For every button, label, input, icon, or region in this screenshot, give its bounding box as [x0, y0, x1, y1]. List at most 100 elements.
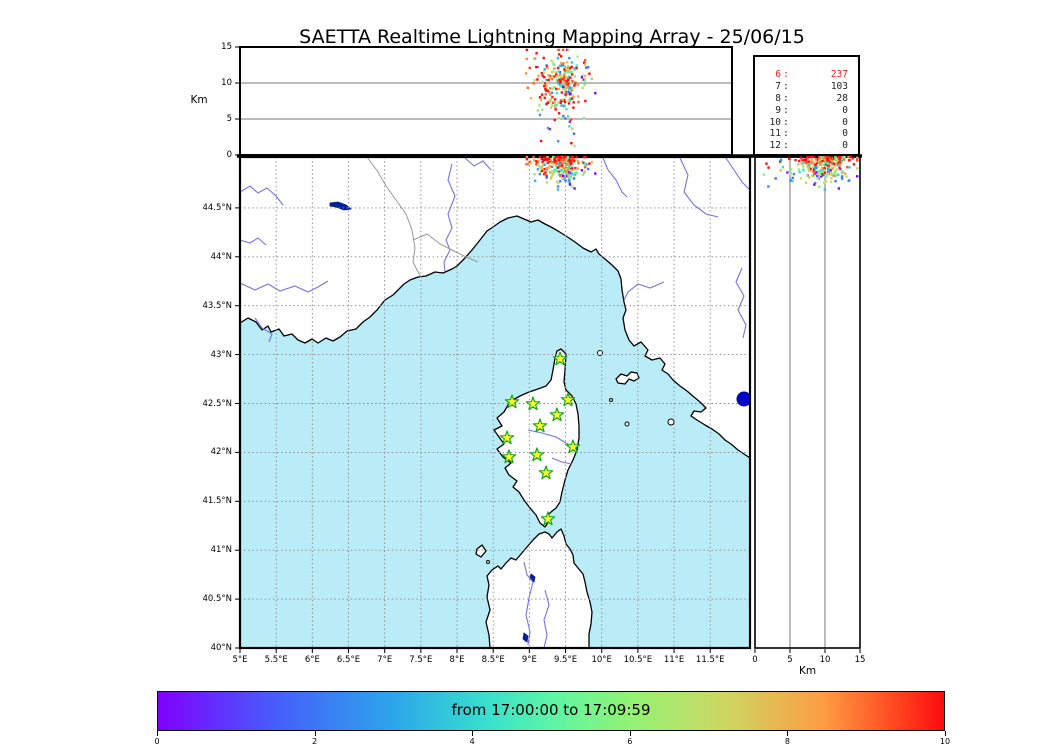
- river: [623, 281, 665, 301]
- source-count: 0: [842, 116, 848, 128]
- mainland-coastline: [240, 156, 750, 459]
- station-count-row: 9: 0: [755, 105, 858, 117]
- station-star-icon: [525, 396, 541, 411]
- page-title: SAETTA Realtime Lightning Mapping Array …: [299, 26, 805, 48]
- colorbar-tick: [629, 731, 631, 736]
- station-markers: [499, 351, 581, 526]
- station-number: 7: [775, 80, 781, 92]
- lake: [329, 201, 352, 211]
- alt-lon-ytick-label: 5: [226, 114, 232, 124]
- lat-tick-label: 44.5°N: [202, 202, 232, 213]
- time-colorbar: from 17:00:00 to 17:09:59: [157, 691, 945, 731]
- colorbar-tick: [945, 731, 946, 736]
- alt-lat-xtick-label: 5: [787, 655, 793, 665]
- map-geography: [240, 156, 750, 648]
- lat-tick-label: 40.5°N: [202, 594, 232, 605]
- river: [254, 317, 273, 343]
- small-island: [609, 398, 613, 402]
- small-island: [486, 560, 490, 564]
- river: [679, 157, 719, 218]
- colon-separator: :: [783, 104, 789, 116]
- station-star-icon: [499, 430, 515, 445]
- station-star-icon: [560, 392, 576, 407]
- source-count: 237: [830, 69, 848, 80]
- lon-tick-label: 7.5°E: [409, 655, 433, 665]
- colorbar-label: from 17:00:00 to 17:09:59: [451, 701, 651, 719]
- station-number: 6: [775, 69, 781, 80]
- source-count: 0: [842, 104, 848, 116]
- small-island: [667, 418, 675, 426]
- river: [735, 267, 747, 339]
- lon-tick-label: 10.5°E: [623, 655, 653, 665]
- river: [602, 157, 628, 198]
- colorbar-tick: [157, 731, 158, 736]
- alt-lat-xlabel: Km: [798, 665, 817, 677]
- colorbar-tick-label: 6: [627, 737, 633, 746]
- colorbar-tick: [787, 731, 789, 736]
- station-star-icon: [540, 511, 556, 526]
- sardinia-island: [485, 528, 593, 648]
- alt-lon-ylabel: Km: [190, 94, 208, 106]
- colorbar-tick-label: 8: [784, 737, 790, 746]
- station-star-icon: [529, 447, 545, 462]
- alt-lat-xtick-label: 15: [854, 655, 866, 665]
- lake: [522, 632, 529, 643]
- colorbar-tick: [472, 731, 474, 736]
- colorbar-tick-label: 4: [469, 737, 475, 746]
- river: [543, 589, 550, 648]
- lon-tick-label: 9.5°E: [553, 655, 578, 665]
- station-star-icon: [532, 418, 548, 433]
- small-island: [624, 421, 630, 427]
- station-number: 10: [769, 116, 781, 128]
- station-number: 8: [775, 92, 781, 104]
- alt-lat-xtick-label: 0: [752, 655, 758, 665]
- alt-lon-ytick-label: 15: [221, 42, 232, 52]
- source-count: 103: [830, 80, 848, 92]
- river: [464, 157, 492, 171]
- asinara-island: [475, 544, 487, 558]
- map-panel-frame: [238, 155, 752, 650]
- river: [443, 163, 456, 272]
- alt-lon-ytick-label: 10: [221, 78, 232, 88]
- alt-lon-ytick-label: 0: [226, 150, 232, 160]
- lon-tick-label: 6.5°E: [336, 655, 361, 665]
- colorbar-tick-label: 2: [312, 737, 318, 746]
- lon-tick-label: 7°E: [377, 655, 393, 665]
- map-scatter: [524, 155, 597, 191]
- station-star-icon: [538, 465, 554, 480]
- alt-lat-xtick-label: 10: [819, 655, 831, 665]
- lon-tick-label: 8.5°E: [481, 655, 505, 665]
- country-border: [412, 233, 479, 263]
- alt-lon-scatter: [524, 48, 597, 148]
- station-number: 9: [775, 104, 781, 116]
- colorbar-tick-label: 10: [939, 737, 951, 746]
- lon-tick-label: 10°E: [591, 655, 612, 665]
- lat-tick-label: 42.5°N: [202, 398, 232, 409]
- lat-tick-label: 40°N: [210, 643, 232, 653]
- country-border: [366, 156, 422, 278]
- colorbar-tick-label: 0: [154, 737, 160, 746]
- source-count: 0: [842, 140, 848, 152]
- river: [725, 157, 750, 191]
- station-counts-panel: 6: 237 7: 103 8: 28 9: 0 10: 0 11: 0 12: 0: [753, 55, 860, 156]
- lat-tick-label: 43.5°N: [202, 300, 232, 311]
- lat-tick-label: 42°N: [210, 447, 232, 458]
- lake: [529, 573, 536, 583]
- station-count-row: 7: 103: [755, 81, 858, 93]
- station-star-icon: [552, 351, 568, 366]
- station-count-row: 8: 28: [755, 93, 858, 105]
- lon-tick-label: 8°E: [449, 655, 465, 665]
- river: [523, 561, 534, 646]
- lat-tick-label: 44°N: [210, 251, 232, 262]
- colon-separator: :: [783, 80, 789, 92]
- lon-tick-label: 5.5°E: [264, 655, 288, 665]
- lon-tick-label: 9°E: [521, 655, 537, 665]
- station-number: 11: [769, 128, 781, 140]
- source-count: 0: [842, 128, 848, 140]
- lat-tick-label: 43°N: [210, 349, 232, 360]
- lon-tick-label: 6°E: [304, 655, 320, 665]
- colorbar-tick: [314, 731, 316, 736]
- lon-tick-label: 5°E: [232, 655, 248, 665]
